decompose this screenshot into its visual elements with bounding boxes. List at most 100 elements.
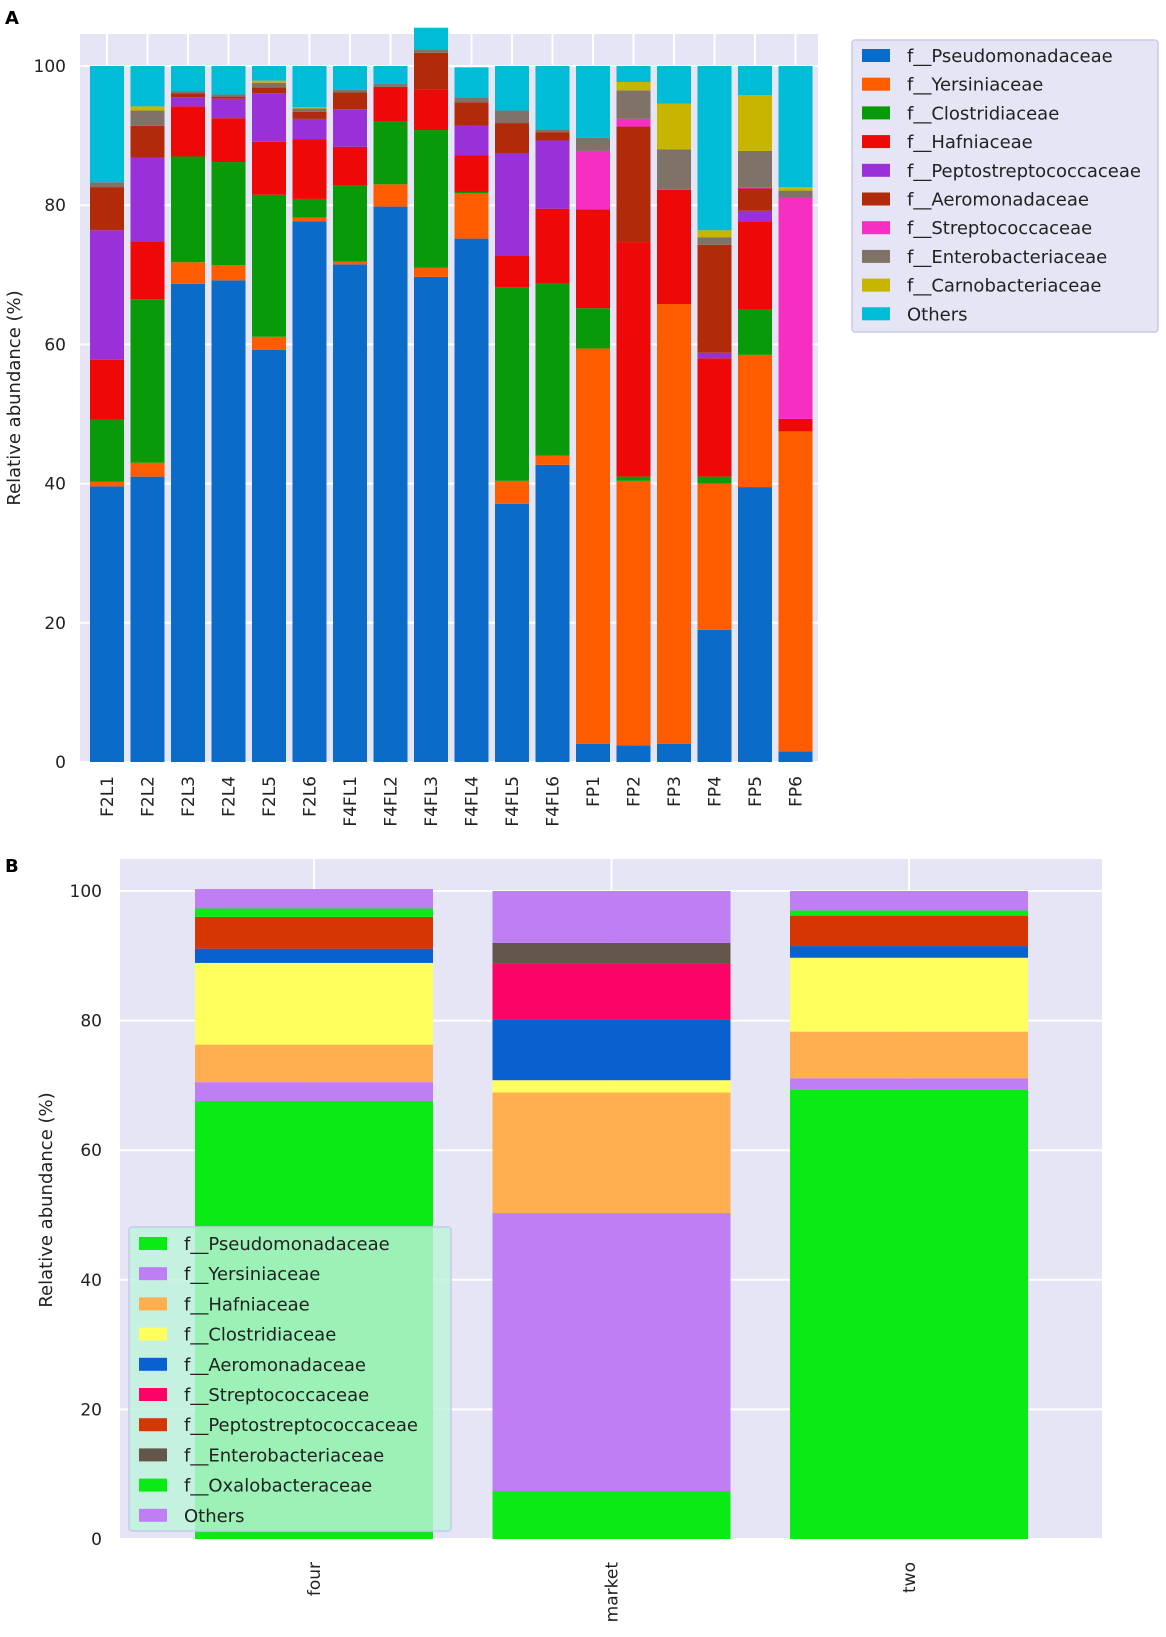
bar-segment-f2l2-f-pseudomonadaceae — [130, 476, 165, 762]
bar-segment-market-f-hafniaceae — [492, 1092, 731, 1214]
bar-segment-f2l3-f-yersiniaceae — [171, 262, 205, 284]
bar-segment-four-f-hafniaceae — [195, 1044, 433, 1083]
bar-segment-four-f-clostridiaceae — [195, 962, 433, 1045]
bar-segment-f4fl1-f-hafniaceae — [333, 146, 367, 186]
bar-segment-f4fl1-f-clostridiaceae — [333, 185, 367, 262]
y-tick-label: 80 — [80, 1012, 102, 1032]
legend-label-f-peptostreptococcaceae: f__Peptostreptococcaceae — [907, 161, 1141, 182]
x-tick-label-f4fl1: F4FL1 — [341, 776, 361, 827]
bar-segment-fp4-others — [697, 66, 732, 231]
bar-segment-fp5-f-yersiniaceae — [738, 354, 772, 488]
x-tick-label-two: two — [900, 1562, 920, 1593]
bar-segment-f2l2-f-peptostreptococcaceae — [130, 157, 165, 242]
legend-swatch-f-aeromonadaceae — [862, 192, 890, 206]
bar-segment-f4fl4-f-pseudomonadaceae — [454, 238, 489, 762]
bar-segment-f2l1-others — [90, 66, 124, 183]
bar-segment-f4fl3-others — [414, 27, 448, 50]
panel-a-x-ticks: F2L1 F2L2 F2L3 F2L4 F2L5 F2L6 F4FL1 F4FL2 F4FL3 F… — [98, 776, 807, 827]
bar-segment-fp4-f-yersiniaceae — [697, 483, 732, 630]
bar-segment-fp1-f-yersiniaceae — [576, 348, 610, 744]
panel-a-legend: f__Pseudomonadaceae f__Yersiniaceae f__Clo… — [851, 39, 1159, 333]
bar-segment-fp2-f-enterobacteriaceae — [616, 90, 651, 119]
bar-segment-f4fl2-f-yersiniaceae — [373, 184, 408, 207]
bar-segment-fp4-f-carnobacteriaceae — [697, 230, 732, 238]
bar-segment-f2l1-f-yersiniaceae — [90, 481, 124, 487]
bar-segment-f4fl3-f-clostridiaceae — [414, 130, 448, 268]
bar-segment-f2l2-f-clostridiaceae — [130, 299, 165, 463]
bar-segment-f2l1-f-clostridiaceae — [90, 419, 124, 482]
bar-segment-fp6-f-hafniaceae — [778, 418, 813, 432]
y-tick-label: 40 — [80, 1271, 102, 1291]
bar-segment-fp2-f-pseudomonadaceae — [616, 745, 651, 762]
x-tick-label-fp1: FP1 — [584, 776, 604, 807]
bar-segment-f2l3-f-clostridiaceae — [171, 156, 205, 263]
bar-segment-f4fl4-f-clostridiaceae — [454, 191, 489, 194]
bar-segment-f2l4-f-aeromonadaceae — [211, 96, 246, 99]
legend-swatch-f-enterobacteriaceae — [862, 249, 890, 263]
legend-label-f-aeromonadaceae: f__Aeromonadaceae — [907, 190, 1089, 211]
legend-swatch-f-clostridiaceae — [862, 106, 890, 120]
legend-swatch-f-streptococcaceae — [862, 221, 890, 235]
bar-segment-fp5-f-clostridiaceae — [738, 309, 772, 355]
legend-label-others: Others — [184, 1506, 245, 1527]
bar-segment-f4fl6-f-aeromonadaceae — [535, 132, 570, 141]
bar-segment-f2l5-f-enterobacteriaceae — [252, 82, 286, 88]
panel-a-bars — [90, 27, 813, 763]
bar-segment-f2l4-f-pseudomonadaceae — [211, 280, 246, 762]
bar-segment-fp2-f-streptococcaceae — [616, 118, 651, 127]
bar-segment-f2l6-f-pseudomonadaceae — [292, 221, 327, 762]
bar-segment-f2l2-others — [130, 66, 165, 107]
bar-segment-f2l1-f-pseudomonadaceae — [90, 486, 124, 762]
bar-segment-f2l4-f-enterobacteriaceae — [211, 94, 246, 97]
bar-segment-two-f-aeromonadaceae — [790, 946, 1028, 958]
bar-segment-f2l6-others — [292, 66, 327, 108]
x-tick-label-f4fl3: F4FL3 — [422, 776, 442, 827]
bar-segment-f2l3-f-peptostreptococcaceae — [171, 97, 205, 107]
legend-label-others: Others — [907, 304, 968, 325]
x-tick-label-fp3: FP3 — [665, 776, 685, 807]
bar-segment-f2l3-others — [171, 66, 205, 92]
legend-label-f-yersiniaceae: f__Yersiniaceae — [184, 1264, 320, 1285]
x-tick-label-fp5: FP5 — [746, 776, 766, 807]
bar-segment-f4fl5-others — [495, 66, 529, 111]
bar-segment-f2l1-f-hafniaceae — [90, 359, 124, 420]
bar-segment-f4fl1-f-peptostreptococcaceae — [333, 109, 367, 147]
x-tick-label-f2l3: F2L3 — [179, 776, 199, 817]
bar-segment-two-f-clostridiaceae — [790, 957, 1028, 1032]
bar-segment-fp2-others — [616, 66, 651, 83]
panel-a-y-axis-label: Relative abundance (%) — [4, 290, 25, 505]
legend-swatch-f-oxalobacteraceae — [139, 1478, 167, 1492]
legend-label-f-aeromonadaceae: f__Aeromonadaceae — [184, 1355, 366, 1376]
y-tick-label: 0 — [55, 753, 66, 773]
bar-segment-f2l4-f-hafniaceae — [211, 118, 246, 163]
bar-segment-fp3-others — [657, 66, 691, 104]
legend-swatch-others — [139, 1508, 167, 1522]
bar-segment-market-f-yersiniaceae — [492, 1213, 731, 1492]
bar-segment-f4fl5-f-pseudomonadaceae — [495, 503, 529, 762]
panel-b-x-ticks: four market two — [305, 1562, 920, 1623]
bar-segment-four-others — [195, 889, 433, 909]
panel-a-chart: 0 20 40 60 80 100 F2L1 F2L2 F2L3 F2L4 F2L5 F2L6 F4F… — [4, 27, 1159, 827]
bar-segment-fp5-f-enterobacteriaceae — [738, 150, 772, 188]
bar-segment-f4fl2-f-clostridiaceae — [373, 121, 408, 185]
bar-segment-fp6-f-enterobacteriaceae — [778, 190, 813, 198]
bar-segment-f4fl1-f-enterobacteriaceae — [333, 89, 367, 93]
bar-segment-fp1-f-hafniaceae — [576, 209, 610, 309]
x-tick-label-f2l5: F2L5 — [260, 776, 280, 817]
bar-segment-two-f-pseudomonadaceae — [790, 1089, 1028, 1539]
bar-segment-fp2-f-yersiniaceae — [616, 480, 651, 746]
legend-label-f-streptococcaceae: f__Streptococcaceae — [184, 1385, 369, 1406]
panel-a-legend-box — [851, 39, 1159, 333]
x-tick-label-market: market — [603, 1562, 623, 1623]
bar-segment-f2l3-f-aeromonadaceae — [171, 93, 205, 98]
legend-label-f-enterobacteriaceae: f__Enterobacteriaceae — [907, 247, 1107, 268]
bar-segment-fp5-f-aeromonadaceae — [738, 188, 772, 211]
bar-segment-f4fl2-f-hafniaceae — [373, 86, 408, 122]
bar-segment-fp6-others — [778, 66, 813, 188]
y-tick-label: 80 — [44, 196, 66, 216]
bar-segment-fp4-f-hafniaceae — [697, 358, 732, 477]
bar-segment-fp4-f-aeromonadaceae — [697, 244, 732, 353]
bar-segment-f2l3-f-hafniaceae — [171, 106, 205, 157]
bar-segment-f2l6-f-aeromonadaceae — [292, 111, 327, 119]
